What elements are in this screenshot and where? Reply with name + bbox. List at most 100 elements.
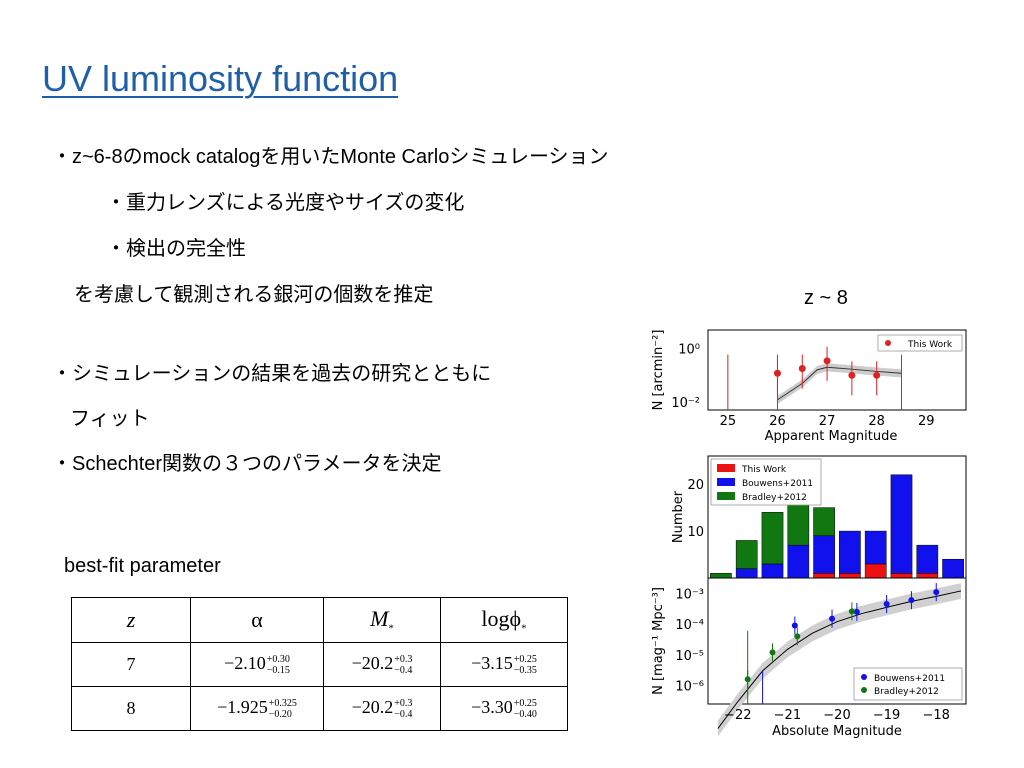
error-up: +0.25: [513, 697, 537, 709]
cell-mstar: −20.2+0.3 −0.4: [323, 686, 441, 731]
error-up: +0.3: [394, 697, 413, 709]
y-tick-label: 10⁻⁴: [675, 618, 704, 633]
data-point: [791, 622, 798, 629]
histogram-bar: [813, 507, 835, 537]
data-point: [829, 615, 836, 622]
legend-marker: [885, 340, 891, 346]
header-phi-subscript: *: [521, 622, 527, 635]
bullet-1-continuation: を考慮して観測される銀河の個数を推定: [74, 284, 434, 306]
data-point: [908, 597, 915, 604]
histogram-bar: [942, 558, 964, 579]
bullet-3: ・Schechter関数の３つのパラメータを決定: [52, 453, 442, 475]
y-tick-label: 20: [687, 478, 704, 493]
histogram-bar: [864, 530, 887, 565]
histogram-bar: [787, 544, 810, 579]
legend-label: Bradley+2012: [742, 493, 807, 503]
table-row: 8 −1.925+0.325 −0.20 −20.2+0.3 −0.4 −3.30+…: [71, 686, 568, 731]
data-point: [853, 608, 860, 615]
header-m-symbol: M: [370, 605, 389, 631]
legend-marker: [861, 674, 867, 680]
y-tick-label: 10⁰: [678, 343, 700, 358]
error-up: +0.3: [394, 653, 413, 665]
bullet-1: ・z~6-8のmock catalogを用いたMonte Carloシミュレーシ…: [52, 146, 609, 168]
histogram-bar: [916, 544, 939, 574]
legend-label: Bradley+2012: [874, 687, 939, 697]
legend-marker: [861, 687, 867, 693]
data-point: [823, 357, 831, 365]
x-axis-label: Apparent Magnitude: [765, 429, 898, 444]
x-tick-label: 26: [769, 414, 786, 429]
x-tick-label: −20: [823, 708, 850, 723]
cell-alpha: −2.10+0.30 −0.15: [190, 642, 324, 687]
error-down: −0.15: [266, 664, 290, 676]
value: −20.2: [351, 653, 394, 674]
data-point: [848, 371, 856, 379]
x-tick-label: 29: [918, 414, 935, 429]
table-row: 7 −2.10+0.30 −0.15 −20.2+0.3 −0.4 −3.15+0.…: [71, 642, 568, 687]
header-logphi-symbol: logϕ: [481, 605, 522, 631]
legend-box: [853, 667, 963, 701]
asym-error: +0.25 −0.35: [514, 654, 537, 676]
error-up: +0.325: [268, 697, 297, 709]
error-down: −0.40: [513, 708, 537, 720]
x-tick-label: 27: [819, 414, 836, 429]
y-tick-label: 10⁻²: [671, 396, 700, 411]
asym-error: +0.325 −0.20: [269, 698, 297, 720]
data-point: [848, 608, 855, 615]
value: −2.10: [224, 653, 266, 674]
cell-alpha: −1.925+0.325 −0.20: [190, 686, 324, 731]
y-tick-label: 10⁻⁶: [675, 680, 704, 695]
header-alpha: α: [190, 597, 324, 643]
x-tick-label: −21: [774, 708, 801, 723]
error-up: +0.25: [513, 653, 537, 665]
error-down: −0.20: [268, 708, 292, 720]
bullet-2: ・シミュレーションの結果を過去の研究とともに: [52, 363, 492, 385]
error-down: −0.35: [513, 664, 537, 676]
asym-error: +0.25 −0.40: [514, 698, 537, 720]
cell-logphi: −3.15+0.25 −0.35: [440, 642, 568, 687]
y-tick-label: 10⁻³: [675, 587, 704, 602]
y-axis-label: N [arcmin⁻²]: [651, 330, 666, 411]
cell-logphi: −3.30+0.25 −0.40: [440, 686, 568, 731]
histogram-bar: [761, 512, 784, 565]
legend-label: Bouwens+2011: [742, 479, 813, 489]
data-point: [773, 369, 781, 377]
redshift-label: z ~ 8: [804, 287, 848, 309]
x-tick-label: −18: [923, 708, 950, 723]
data-point: [769, 649, 776, 656]
sub-bullet-completeness: ・検出の完全性: [106, 238, 246, 260]
sub-bullet-lensing: ・重力レンズによる光度やサイズの変化: [106, 192, 465, 214]
error-down: −0.4: [394, 708, 413, 720]
legend-box: [877, 334, 963, 352]
x-tick-label: 25: [720, 414, 737, 429]
header-mstar: M*: [323, 597, 441, 643]
data-point: [933, 589, 940, 596]
histogram-bar: [735, 540, 758, 569]
y-axis-label: Number: [671, 490, 686, 543]
legend-label: Bouwens+2011: [874, 674, 945, 684]
legend-swatch: [717, 492, 735, 500]
histogram-bar: [761, 563, 784, 579]
legend-swatch: [717, 478, 735, 486]
x-axis-label: Absolute Magnitude: [772, 724, 902, 739]
legend-swatch: [717, 464, 735, 472]
cell-z: 8: [71, 686, 191, 731]
header-logphi: logϕ*: [440, 597, 568, 643]
x-tick-label: 28: [868, 414, 885, 429]
bullet-2-continuation: フィット: [70, 408, 150, 430]
x-tick-label: −19: [873, 708, 900, 723]
histogram-bar: [813, 573, 835, 579]
histogram-bar: [710, 573, 732, 579]
error-up: +0.30: [266, 653, 290, 665]
table-header-row: z α M* logϕ*: [71, 597, 568, 643]
parameter-table: z α M* logϕ* 7 −2.10+0.30 −0.15 −20.2+0.3…: [71, 597, 568, 731]
y-axis-label: N [mag⁻¹ Mpc⁻³]: [651, 587, 666, 695]
header-z: z: [71, 597, 191, 643]
asym-error: +0.3 −0.4: [394, 654, 412, 676]
data-point: [798, 365, 806, 373]
value: −1.925: [217, 697, 268, 718]
y-tick-label: 10⁻⁵: [675, 649, 704, 664]
data-point: [794, 633, 801, 640]
histogram-bar: [864, 563, 887, 579]
cell-z: 7: [71, 642, 191, 687]
